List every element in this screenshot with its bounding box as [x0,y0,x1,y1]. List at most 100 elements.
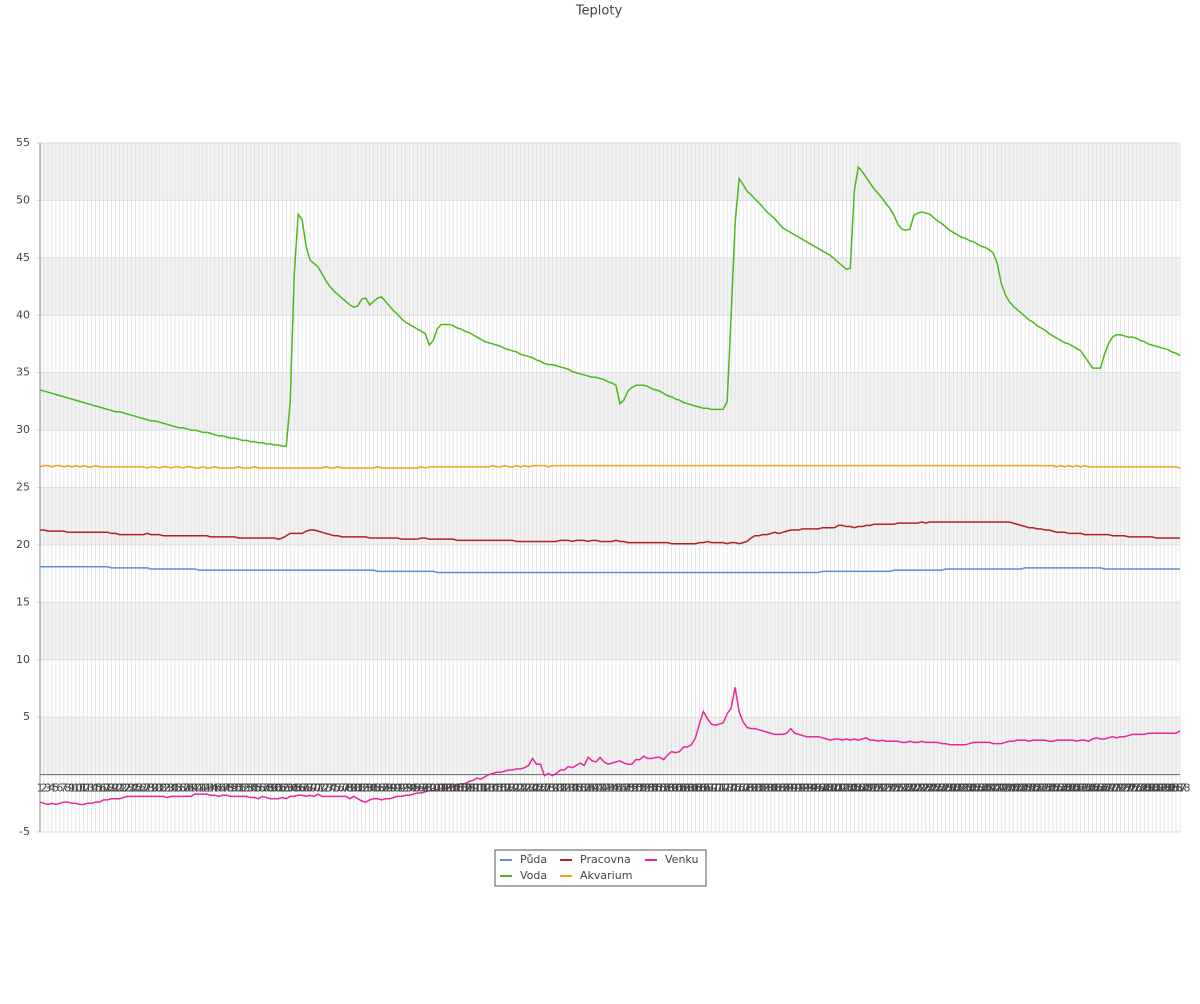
x-tick-label: 63 [279,782,293,795]
x-tick-label: 97 [414,782,428,795]
x-tick-label: 82 [355,782,369,795]
y-tick-label: 40 [16,308,30,321]
x-tick-label: 185 [760,782,781,795]
x-tick-label: 13 [81,782,95,795]
x-tick-label: 266 [1082,782,1103,795]
x-tick-label: 46 [212,782,226,795]
x-tick-label: 145 [601,782,622,795]
x-tick-label: 279 [1134,782,1155,795]
x-tick-label: 165 [681,782,702,795]
x-tick-label: 269 [1094,782,1115,795]
x-tick-label: 71 [311,782,325,795]
x-tick-label: 219 [895,782,916,795]
x-tick-label: 274 [1114,782,1135,795]
x-tick-label: 142 [590,782,611,795]
x-tick-label: 162 [669,782,690,795]
x-tick-label: 34 [164,782,178,795]
x-tick-label: 154 [637,782,658,795]
x-tick-label: 45 [208,782,222,795]
x-tick-label: 248 [1011,782,1032,795]
x-tick-label: 215 [880,782,901,795]
x-tick-label: 150 [621,782,642,795]
x-tick-label: 85 [367,782,381,795]
x-tick-label: 84 [363,782,377,795]
x-tick-label: 60 [267,782,281,795]
x-tick-label: 69 [303,782,317,795]
x-tick-label: 123 [514,782,535,795]
x-tick-label: 265 [1078,782,1099,795]
x-tick-label: 15 [89,782,103,795]
x-tick-label: 75 [327,782,341,795]
x-tick-label: 211 [864,782,885,795]
grid-band [40,717,1180,775]
x-tick-label: 100 [423,782,444,795]
x-tick-label: 153 [633,782,654,795]
x-tick-label: 33 [160,782,174,795]
x-tick-label: 65 [287,782,301,795]
x-tick-label: 216 [884,782,905,795]
y-tick-label: 35 [16,366,30,379]
x-tick-label: 255 [1038,782,1059,795]
x-tick-label: 139 [578,782,599,795]
x-tick-label: 168 [693,782,714,795]
x-tick-label: 70 [307,782,321,795]
x-tick-label: 68 [299,782,313,795]
x-tick-label: 159 [657,782,678,795]
x-tick-label: 203 [832,782,853,795]
x-tick-label: 31 [152,782,166,795]
x-tick-label: 263 [1070,782,1091,795]
x-tick-label: 125 [522,782,543,795]
x-tick-label: 43 [200,782,214,795]
x-tick-label: 8 [64,782,71,795]
x-tick-label: 220 [899,782,920,795]
x-tick-label: 276 [1122,782,1143,795]
y-tick-label: -5 [19,825,30,838]
x-tick-label: 277 [1126,782,1147,795]
x-tick-label: 124 [518,782,539,795]
x-tick-label: 234 [955,782,976,795]
x-tick-label: 116 [486,782,507,795]
x-tick-label: 102 [431,782,452,795]
x-tick-label: 6 [56,782,63,795]
x-tick-label: 24 [124,782,138,795]
x-tick-label: 151 [625,782,646,795]
x-tick-label: 95 [406,782,420,795]
x-tick-label: 93 [398,782,412,795]
x-tick-label: 193 [792,782,813,795]
x-tick-label: 57 [255,782,269,795]
x-tick-label: 58 [259,782,273,795]
x-tick-label: 3 [44,782,51,795]
x-tick-label: 253 [1030,782,1051,795]
x-tick-label: 173 [713,782,734,795]
x-tick-label: 273 [1110,782,1131,795]
x-tick-label: 221 [903,782,924,795]
x-tick-label: 260 [1058,782,1079,795]
x-tick-label: 252 [1027,782,1048,795]
grid-band [40,143,1180,201]
x-tick-label: 137 [570,782,591,795]
series-line [39,464,1181,469]
x-tick-label: 148 [613,782,634,795]
x-tick-label: 130 [542,782,563,795]
x-tick-label: 246 [1003,782,1024,795]
x-tick-label: 201 [824,782,845,795]
y-tick-label: 50 [16,193,30,206]
x-tick-label: 224 [915,782,936,795]
x-tick-label: 81 [351,782,365,795]
x-tick-label: 191 [784,782,805,795]
x-tick-label: 170 [701,782,722,795]
grid-band [40,257,1180,316]
x-tick-label: 189 [776,782,797,795]
x-tick-label: 16 [93,782,107,795]
x-tick-label: 106 [447,782,468,795]
x-tick-label: 110 [462,782,483,795]
x-tick-label: 40 [188,782,202,795]
x-tick-label: 177 [729,782,750,795]
x-tick-label: 54 [244,782,258,795]
x-tick-label: 171 [705,782,726,795]
x-tick-label: 61 [271,782,285,795]
x-tick-label: 107 [451,782,472,795]
x-tick-label: 233 [951,782,972,795]
x-tick-label: 98 [418,782,432,795]
legend-label: Akvarium [580,869,632,882]
